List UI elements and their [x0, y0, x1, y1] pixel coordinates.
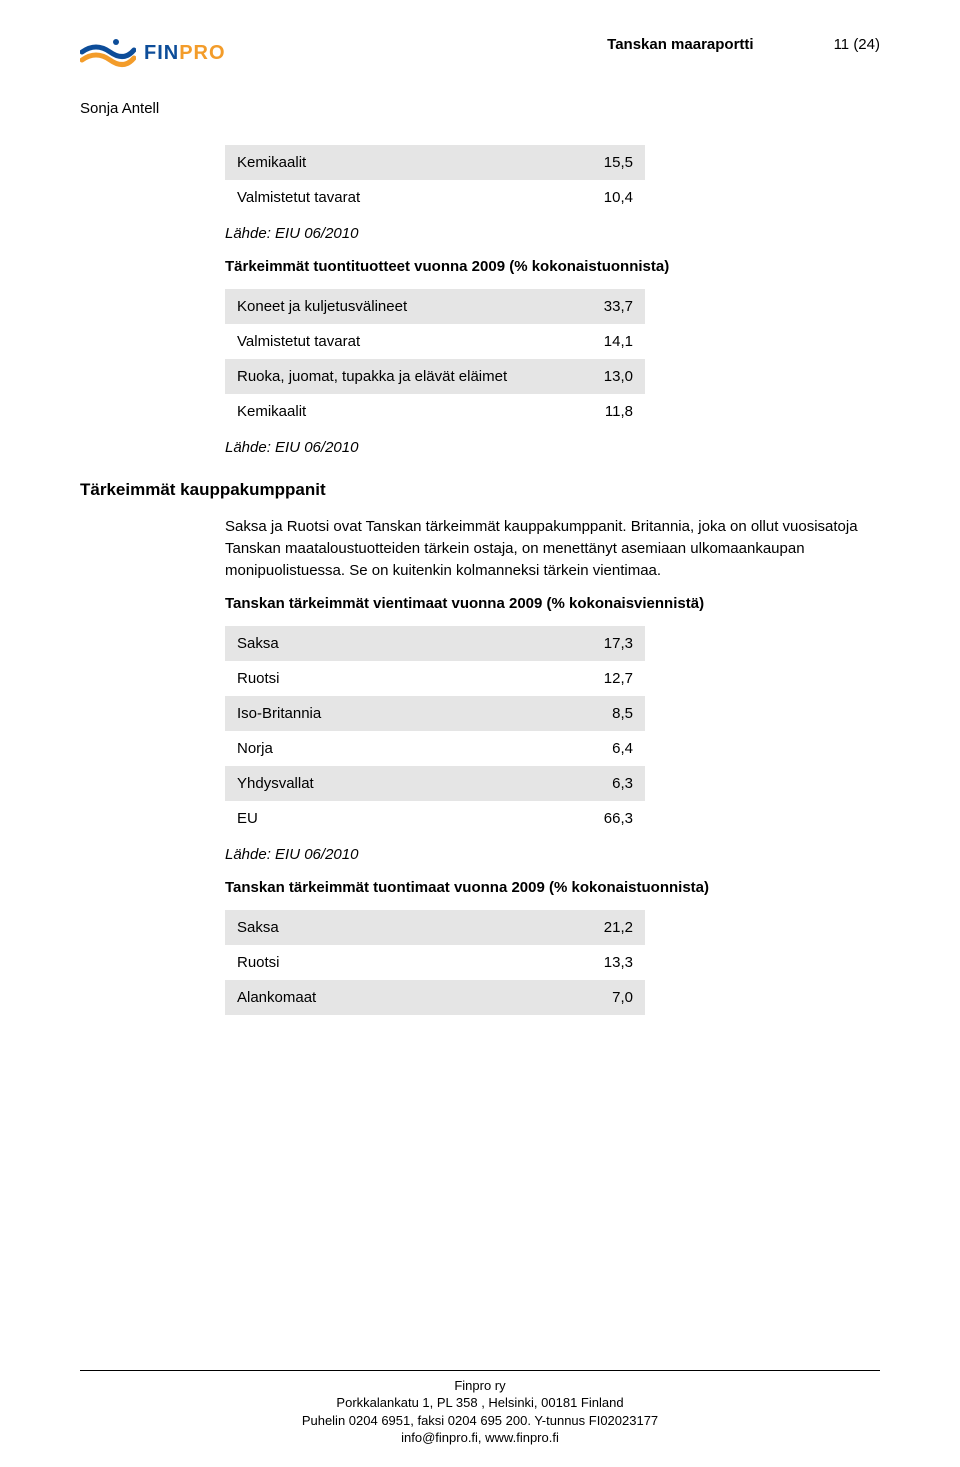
table-import-countries: Saksa 21,2 Ruotsi 13,3 Alankomaat 7,0	[225, 910, 645, 1015]
footer-line-phone: Puhelin 0204 6951, faksi 0204 695 200. Y…	[0, 1412, 960, 1430]
cell-value: 8,5	[555, 696, 645, 731]
cell-value: 17,3	[555, 626, 645, 661]
cell-value: 10,4	[555, 180, 645, 215]
footer-line-address: Porkkalankatu 1, PL 358 , Helsinki, 0018…	[0, 1394, 960, 1412]
logo-text-part2: PRO	[179, 42, 225, 64]
table-row: Iso-Britannia 8,5	[225, 696, 645, 731]
logo-icon	[80, 36, 136, 70]
content-area: Kemikaalit 15,5 Valmistetut tavarat 10,4…	[80, 145, 880, 1015]
table-row: Saksa 17,3	[225, 626, 645, 661]
header-right: Tanskan maaraportti 11 (24)	[607, 36, 880, 53]
table-row: Valmistetut tavarat 10,4	[225, 180, 645, 215]
cell-label: Iso-Britannia	[225, 696, 555, 731]
page-header: FINPRO Tanskan maaraportti 11 (24)	[80, 36, 880, 70]
cell-value: 13,3	[555, 945, 645, 980]
cell-value: 13,0	[555, 359, 645, 394]
cell-label: Koneet ja kuljetusvälineet	[225, 289, 555, 324]
cell-label: Ruotsi	[225, 945, 555, 980]
cell-label: Ruoka, juomat, tupakka ja elävät eläimet	[225, 359, 555, 394]
cell-label: Kemikaalit	[225, 394, 555, 429]
cell-value: 7,0	[555, 980, 645, 1015]
cell-value: 6,3	[555, 766, 645, 801]
table-row: Alankomaat 7,0	[225, 980, 645, 1015]
source-note: Lähde: EIU 06/2010	[225, 225, 880, 242]
page-number: 11 (24)	[834, 36, 880, 53]
doc-title: Tanskan maaraportti	[607, 36, 753, 53]
table-export-products-cont: Kemikaalit 15,5 Valmistetut tavarat 10,4	[225, 145, 645, 215]
cell-label: Yhdysvallat	[225, 766, 555, 801]
page-footer: Finpro ry Porkkalankatu 1, PL 358 , Hels…	[0, 1370, 960, 1447]
cell-value: 14,1	[555, 324, 645, 359]
table-row: Ruoka, juomat, tupakka ja elävät eläimet…	[225, 359, 645, 394]
footer-line-contact: info@finpro.fi, www.finpro.fi	[0, 1429, 960, 1447]
table-row: Ruotsi 12,7	[225, 661, 645, 696]
cell-value: 15,5	[555, 145, 645, 180]
cell-value: 66,3	[555, 801, 645, 836]
footer-line-org: Finpro ry	[0, 1377, 960, 1395]
table-row: Norja 6,4	[225, 731, 645, 766]
cell-value: 6,4	[555, 731, 645, 766]
source-note: Lähde: EIU 06/2010	[225, 439, 880, 456]
table-row: Saksa 21,2	[225, 910, 645, 945]
cell-label: Saksa	[225, 626, 555, 661]
cell-value: 12,7	[555, 661, 645, 696]
logo-text-part1: FIN	[144, 42, 179, 64]
cell-label: Valmistetut tavarat	[225, 324, 555, 359]
table-row: Kemikaalit 15,5	[225, 145, 645, 180]
table-heading-export-countries: Tanskan tärkeimmät vientimaat vuonna 200…	[225, 595, 880, 612]
table-heading-import-products: Tärkeimmät tuontituotteet vuonna 2009 (%…	[225, 258, 880, 275]
table-export-countries: Saksa 17,3 Ruotsi 12,7 Iso-Britannia 8,5…	[225, 626, 645, 836]
logo-text: FINPRO	[144, 42, 226, 65]
table-row: Ruotsi 13,3	[225, 945, 645, 980]
cell-label: Kemikaalit	[225, 145, 555, 180]
cell-label: Alankomaat	[225, 980, 555, 1015]
page: FINPRO Tanskan maaraportti 11 (24) Sonja…	[0, 0, 960, 1015]
cell-value: 21,2	[555, 910, 645, 945]
table-row: Yhdysvallat 6,3	[225, 766, 645, 801]
cell-label: Saksa	[225, 910, 555, 945]
cell-label: EU	[225, 801, 555, 836]
source-note: Lähde: EIU 06/2010	[225, 846, 880, 863]
table-row: Valmistetut tavarat 14,1	[225, 324, 645, 359]
logo: FINPRO	[80, 36, 226, 70]
cell-value: 33,7	[555, 289, 645, 324]
table-row: Kemikaalit 11,8	[225, 394, 645, 429]
body-paragraph: Saksa ja Ruotsi ovat Tanskan tärkeimmät …	[225, 516, 880, 581]
section-heading-trading-partners: Tärkeimmät kauppakumppanit	[80, 480, 880, 500]
author-name: Sonja Antell	[80, 100, 880, 117]
cell-label: Valmistetut tavarat	[225, 180, 555, 215]
cell-label: Ruotsi	[225, 661, 555, 696]
cell-value: 11,8	[555, 394, 645, 429]
table-heading-import-countries: Tanskan tärkeimmät tuontimaat vuonna 200…	[225, 879, 880, 896]
table-import-products: Koneet ja kuljetusvälineet 33,7 Valmiste…	[225, 289, 645, 429]
table-row: Koneet ja kuljetusvälineet 33,7	[225, 289, 645, 324]
footer-rule	[80, 1370, 880, 1371]
table-row: EU 66,3	[225, 801, 645, 836]
cell-label: Norja	[225, 731, 555, 766]
